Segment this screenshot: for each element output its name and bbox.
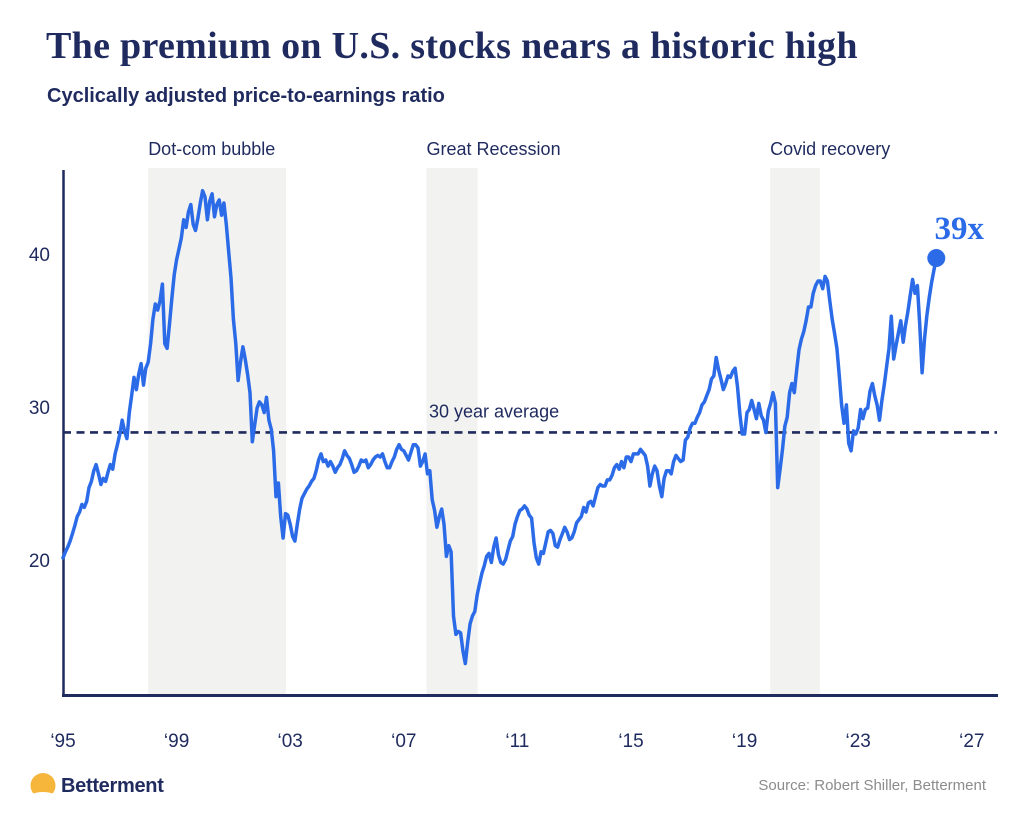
x-tick-label: ‘03 xyxy=(278,731,303,752)
x-tick-label: ‘99 xyxy=(164,731,189,752)
band-label: Great Recession xyxy=(427,139,561,159)
x-tick-label: ‘07 xyxy=(391,731,416,752)
band-label: Covid recovery xyxy=(770,139,890,159)
logo-bottom-cut xyxy=(30,792,56,799)
average-label: 30 year average xyxy=(429,401,559,421)
x-tick-label: ‘27 xyxy=(959,731,984,752)
page-title: The premium on U.S. stocks nears a histo… xyxy=(46,25,858,67)
y-tick-label: 30 xyxy=(29,398,50,419)
end-point-label: 39x xyxy=(935,211,985,247)
page-subtitle: Cyclically adjusted price-to-earnings ra… xyxy=(47,85,445,107)
betterment-logo-icon xyxy=(30,773,56,799)
band-label: Dot-com bubble xyxy=(148,139,275,159)
cape-line xyxy=(61,188,939,666)
x-tick-label: ‘11 xyxy=(505,731,529,752)
x-tick-label: ‘15 xyxy=(618,731,643,752)
y-tick-label: 20 xyxy=(29,551,50,572)
y-tick-label: 40 xyxy=(29,245,50,266)
end-point-dot xyxy=(927,249,946,268)
source-credit: Source: Robert Shiller, Betterment xyxy=(758,777,986,794)
x-tick-label: ‘95 xyxy=(50,731,75,752)
betterment-logo: Betterment xyxy=(30,772,164,800)
betterment-wordmark: Betterment xyxy=(61,774,164,797)
x-tick-label: ‘19 xyxy=(732,731,757,752)
logo-sun-circle xyxy=(30,773,56,798)
x-tick-label: ‘23 xyxy=(846,731,871,752)
